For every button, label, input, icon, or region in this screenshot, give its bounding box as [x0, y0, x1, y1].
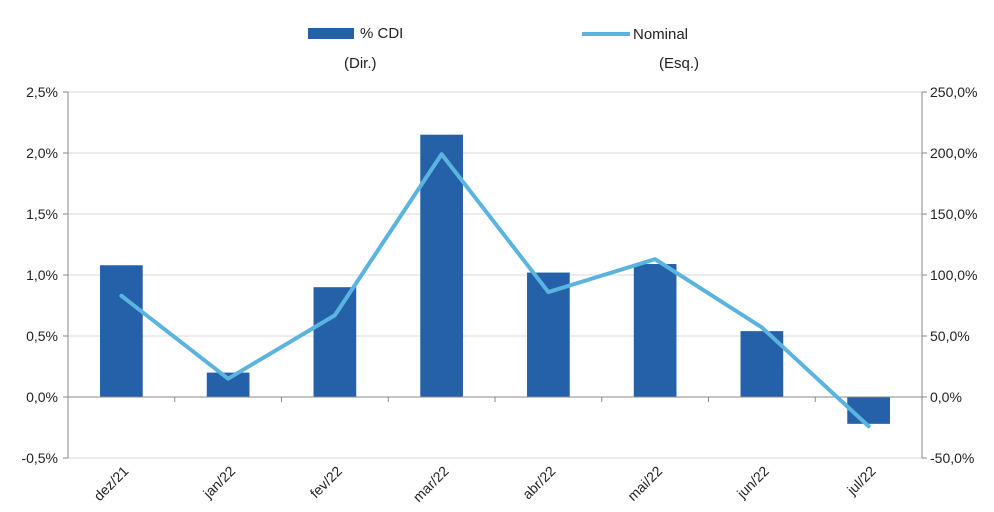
line-series-nominal: [119, 152, 871, 429]
x-tick-label: jan/22: [199, 463, 238, 502]
left-tick-label: 2,0%: [26, 145, 58, 161]
x-tick-label: mar/22: [410, 463, 452, 505]
bar: [313, 287, 357, 397]
left-tick-label: 0,5%: [26, 328, 58, 344]
x-tick-label: dez/21: [90, 463, 131, 504]
bar: [100, 265, 143, 397]
left-tick-label: 1,0%: [26, 267, 58, 283]
left-tick-label: 0,0%: [26, 389, 58, 405]
left-tick-label: 1,5%: [26, 206, 58, 222]
axes: [63, 91, 927, 459]
right-tick-label: 200,0%: [930, 145, 977, 161]
legend-label-nominal: Nominal: [633, 26, 688, 43]
gridlines: [68, 91, 922, 459]
legend: % CDI (Dir.) Nominal (Esq.): [308, 25, 699, 72]
nominal-line: [119, 152, 871, 429]
right-tick-label: 150,0%: [930, 206, 977, 222]
x-tick-label: fev/22: [307, 463, 345, 501]
left-tick-label: -0,5%: [21, 450, 58, 466]
bar: [633, 264, 677, 397]
right-tick-label: 100,0%: [930, 267, 977, 283]
tick-labels: -0,5% 0,0% 0,5% 1,0% 1,5% 2,0% 2,5% -50,0% 0,0% 5…: [21, 84, 977, 505]
legend-note-nominal: (Esq.): [659, 55, 699, 72]
x-tick-label: jul/22: [843, 463, 879, 499]
legend-swatch-cdi: [308, 28, 354, 39]
x-tick-label: jun/22: [733, 463, 772, 502]
right-tick-label: -50,0%: [930, 450, 974, 466]
legend-label-cdi: % CDI: [360, 25, 403, 42]
right-tick-label: 0,0%: [930, 389, 962, 405]
x-tick-label: abr/22: [519, 463, 559, 503]
left-tick-label: 2,5%: [26, 84, 58, 100]
x-tick-label: mai/22: [624, 463, 665, 504]
bar-series-cdi: [100, 134, 890, 424]
right-tick-label: 250,0%: [930, 84, 977, 100]
right-tick-label: 50,0%: [930, 328, 970, 344]
legend-note-cdi: (Dir.): [344, 55, 377, 72]
